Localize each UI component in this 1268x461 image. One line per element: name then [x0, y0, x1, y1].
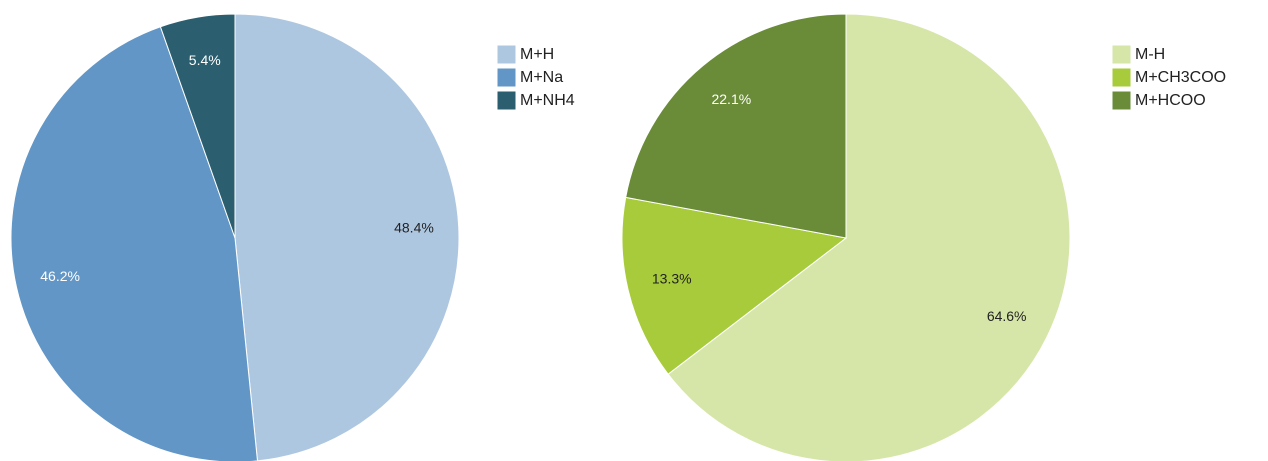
legend-label: M+CH3COO: [1135, 69, 1226, 86]
legend-label: M+HCOO: [1135, 92, 1206, 109]
legend-label: M+NH4: [520, 92, 575, 109]
data-label: 48.4%: [394, 220, 434, 236]
data-label: 64.6%: [987, 308, 1027, 324]
legend-swatch: [496, 90, 517, 111]
data-label: 46.2%: [40, 268, 80, 284]
legend-label: M-H: [1135, 46, 1165, 63]
legend-swatch: [496, 44, 517, 65]
data-label: 13.3%: [652, 271, 692, 287]
legend-swatch: [1111, 67, 1132, 88]
legend-swatch: [496, 67, 517, 88]
legend-label: M+Na: [520, 69, 563, 86]
legend-swatch: [1111, 90, 1132, 111]
pie-slice: [625, 13, 847, 239]
pie-slice: [159, 13, 236, 239]
legend-label: M+H: [520, 46, 554, 63]
data-label: 22.1%: [711, 91, 751, 107]
legend-swatch: [1111, 44, 1132, 65]
pie-slice: [10, 26, 258, 461]
data-label: 5.4%: [189, 52, 221, 68]
pie-slice: [621, 196, 848, 375]
pie-slice: [667, 13, 1071, 461]
pie-slice: [234, 13, 460, 461]
